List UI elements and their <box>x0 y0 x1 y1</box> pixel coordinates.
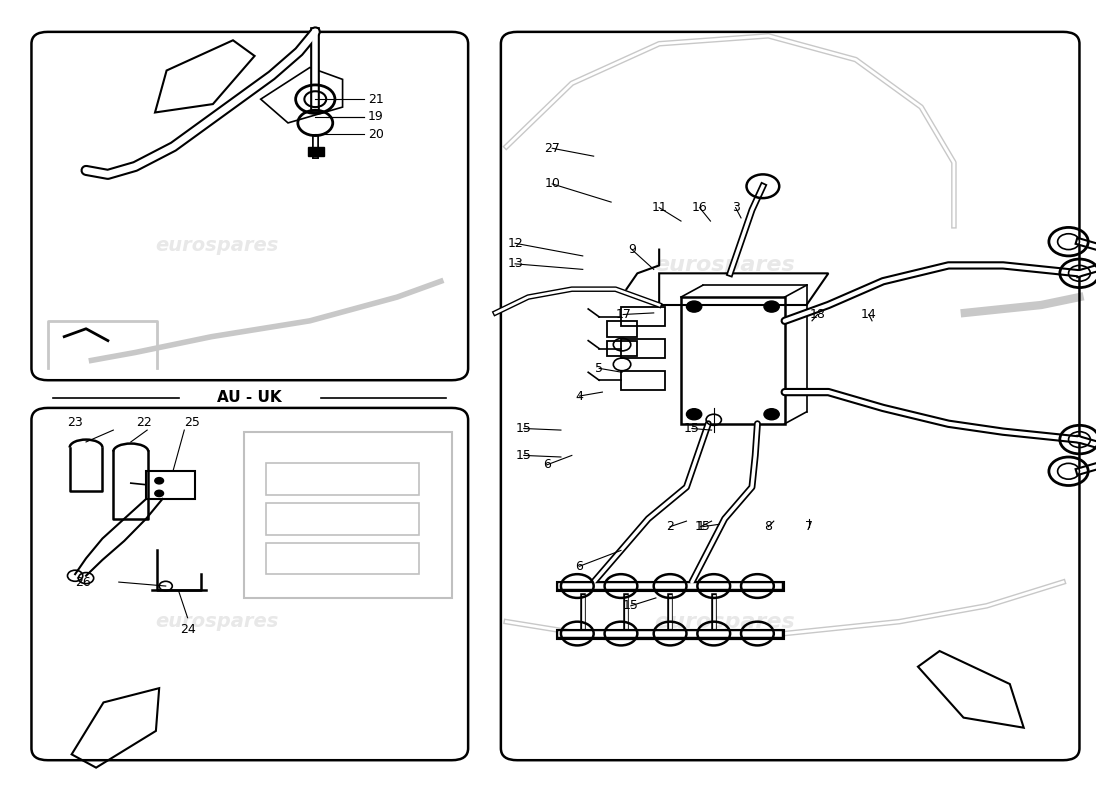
Text: 15: 15 <box>516 449 531 462</box>
Circle shape <box>764 301 779 312</box>
Text: 7: 7 <box>805 520 813 533</box>
Circle shape <box>155 478 164 484</box>
Text: 23: 23 <box>67 416 82 429</box>
Bar <box>607 341 637 357</box>
Bar <box>266 542 419 574</box>
Text: eurospares: eurospares <box>155 612 278 631</box>
Text: 15: 15 <box>684 422 700 435</box>
Bar <box>621 370 664 390</box>
Text: 21: 21 <box>367 93 384 106</box>
Text: 15: 15 <box>695 520 711 533</box>
Text: eurospares: eurospares <box>654 255 795 275</box>
Text: 17: 17 <box>615 308 631 321</box>
Text: eurospares: eurospares <box>155 236 278 255</box>
Text: 6: 6 <box>542 458 551 471</box>
Bar <box>266 503 419 534</box>
Text: eurospares: eurospares <box>654 612 795 632</box>
Text: 15: 15 <box>623 599 639 612</box>
Bar <box>266 463 419 495</box>
Text: 4: 4 <box>575 390 583 402</box>
Text: AU - UK: AU - UK <box>218 390 282 405</box>
Text: 25: 25 <box>184 416 200 429</box>
Bar <box>607 321 637 337</box>
Text: 26: 26 <box>75 575 90 589</box>
Text: 13: 13 <box>507 258 522 270</box>
Text: 15: 15 <box>516 422 531 435</box>
Bar <box>308 146 324 156</box>
Text: 5: 5 <box>595 362 603 375</box>
Text: 10: 10 <box>544 178 560 190</box>
Circle shape <box>686 409 702 420</box>
Bar <box>681 297 784 424</box>
Text: 27: 27 <box>544 142 560 154</box>
Text: 16: 16 <box>692 201 707 214</box>
Circle shape <box>686 301 702 312</box>
Text: 3: 3 <box>732 201 739 214</box>
Text: 8: 8 <box>764 520 772 533</box>
Text: 11: 11 <box>651 201 667 214</box>
Text: 14: 14 <box>861 308 877 321</box>
Text: 6: 6 <box>575 560 583 573</box>
Text: 19: 19 <box>367 110 384 123</box>
Text: 24: 24 <box>179 623 196 636</box>
Text: 18: 18 <box>810 308 825 321</box>
Text: 22: 22 <box>136 416 152 429</box>
Bar <box>146 471 195 499</box>
Text: 20: 20 <box>367 127 384 141</box>
Text: 2: 2 <box>667 520 674 533</box>
Bar <box>621 339 664 358</box>
Bar <box>621 307 664 326</box>
Text: 12: 12 <box>507 237 522 250</box>
Text: 1: 1 <box>696 520 705 533</box>
Circle shape <box>155 490 164 497</box>
Circle shape <box>764 409 779 420</box>
Text: 9: 9 <box>628 243 636 256</box>
